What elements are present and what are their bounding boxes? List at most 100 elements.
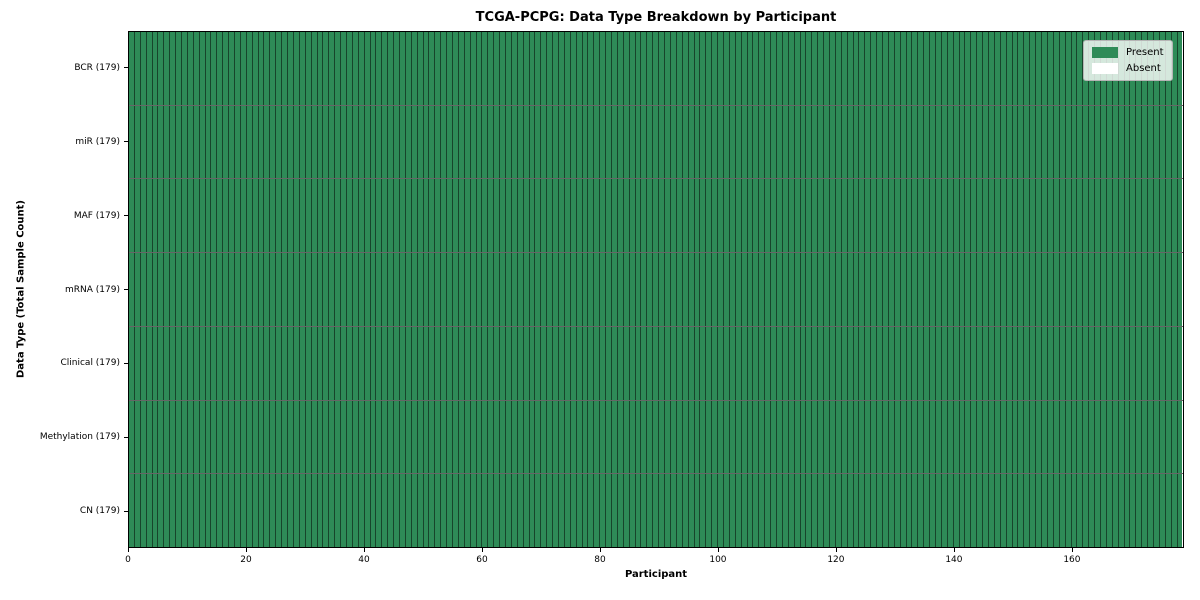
heatmap-cell	[658, 474, 665, 548]
heatmap-row-mir	[129, 104, 1183, 179]
heatmap-cell	[151, 179, 158, 253]
y-tick-label: Methylation (179)	[39, 432, 120, 443]
heatmap-cell	[428, 32, 435, 105]
heatmap-cell	[846, 400, 853, 474]
heatmap-cell	[434, 32, 441, 105]
heatmap-cell	[198, 326, 205, 400]
heatmap-cell	[334, 32, 341, 105]
heatmap-cell	[658, 105, 665, 179]
heatmap-cell	[257, 253, 264, 326]
heatmap-cell	[893, 326, 900, 400]
heatmap-cell	[587, 32, 594, 105]
heatmap-cell	[882, 179, 888, 253]
heatmap-cell	[929, 253, 936, 326]
heatmap-cell	[269, 105, 276, 179]
heatmap-cell	[210, 32, 217, 105]
heatmap-cell	[1152, 179, 1159, 253]
heatmap-cell	[811, 32, 818, 105]
heatmap-cell	[269, 400, 276, 474]
heatmap-cell	[652, 400, 659, 474]
heatmap-cell	[133, 400, 140, 474]
heatmap-cell	[228, 474, 235, 548]
heatmap-cell	[540, 32, 547, 105]
heatmap-cell	[157, 253, 164, 326]
heatmap-cell	[740, 400, 747, 474]
heatmap-cell	[764, 179, 771, 253]
heatmap-cell	[275, 400, 282, 474]
heatmap-cell	[416, 474, 423, 548]
heatmap-cell	[699, 326, 706, 400]
heatmap-cell	[817, 179, 824, 253]
heatmap-cell	[805, 474, 812, 548]
heatmap-cell	[828, 179, 835, 253]
heatmap-cell	[740, 474, 747, 548]
heatmap-cell	[882, 474, 888, 548]
heatmap-cell	[982, 400, 989, 474]
heatmap-cell	[204, 105, 211, 179]
heatmap-cell	[387, 105, 394, 179]
heatmap-cell	[634, 105, 641, 179]
heatmap-cell	[646, 179, 653, 253]
heatmap-cell	[1135, 400, 1142, 474]
heatmap-cell	[669, 253, 676, 326]
heatmap-cell	[1064, 400, 1071, 474]
y-tick-mark	[124, 510, 128, 512]
heatmap-cell	[393, 400, 399, 474]
heatmap-cell	[198, 400, 205, 474]
heatmap-cell	[340, 253, 346, 326]
heatmap-cell	[204, 253, 211, 326]
heatmap-cell	[852, 474, 859, 548]
legend-entry-present: Present	[1092, 47, 1164, 58]
heatmap-cell	[669, 105, 676, 179]
heatmap-cell	[528, 105, 535, 179]
heatmap-cell	[805, 179, 812, 253]
heatmap-cell	[540, 326, 547, 400]
heatmap-cell	[1123, 105, 1130, 179]
heatmap-cell	[151, 253, 158, 326]
heatmap-cell	[357, 400, 364, 474]
heatmap-cell	[964, 326, 971, 400]
heatmap-cell	[1076, 326, 1083, 400]
heatmap-cell	[1176, 326, 1183, 400]
heatmap-cell	[239, 32, 246, 105]
heatmap-cell	[133, 32, 140, 105]
heatmap-cell	[593, 253, 600, 326]
heatmap-cell	[1170, 400, 1177, 474]
heatmap-cell	[1094, 474, 1100, 548]
heatmap-cell	[982, 179, 989, 253]
heatmap-cell	[817, 474, 824, 548]
heatmap-cell	[1111, 400, 1118, 474]
heatmap-cell	[740, 32, 747, 105]
heatmap-cell	[876, 474, 882, 548]
heatmap-cell	[275, 105, 282, 179]
heatmap-cell	[558, 105, 564, 179]
heatmap-cell	[864, 32, 871, 105]
heatmap-cell	[345, 400, 352, 474]
heatmap-cell	[1023, 32, 1030, 105]
heatmap-cell	[858, 474, 865, 548]
heatmap-cell	[487, 253, 494, 326]
heatmap-cell	[510, 326, 517, 400]
heatmap-cell	[1176, 400, 1183, 474]
heatmap-cell	[946, 400, 953, 474]
heatmap-cell	[281, 179, 288, 253]
heatmap-cell	[222, 32, 229, 105]
heatmap-cell	[169, 253, 176, 326]
heatmap-cell	[546, 253, 553, 326]
heatmap-cell	[882, 400, 888, 474]
heatmap-cell	[993, 32, 1000, 105]
heatmap-cell	[181, 326, 187, 400]
heatmap-cell	[139, 326, 146, 400]
heatmap-cell	[210, 400, 217, 474]
heatmap-cell	[593, 400, 600, 474]
heatmap-cell	[758, 474, 765, 548]
heatmap-cell	[516, 253, 523, 326]
heatmap-cell	[1099, 105, 1106, 179]
heatmap-cell	[828, 326, 835, 400]
heatmap-cell	[752, 32, 759, 105]
heatmap-cell	[151, 326, 158, 400]
heatmap-cell	[893, 253, 900, 326]
heatmap-cell	[481, 32, 488, 105]
heatmap-cell	[634, 326, 641, 400]
heatmap-cell	[681, 400, 688, 474]
